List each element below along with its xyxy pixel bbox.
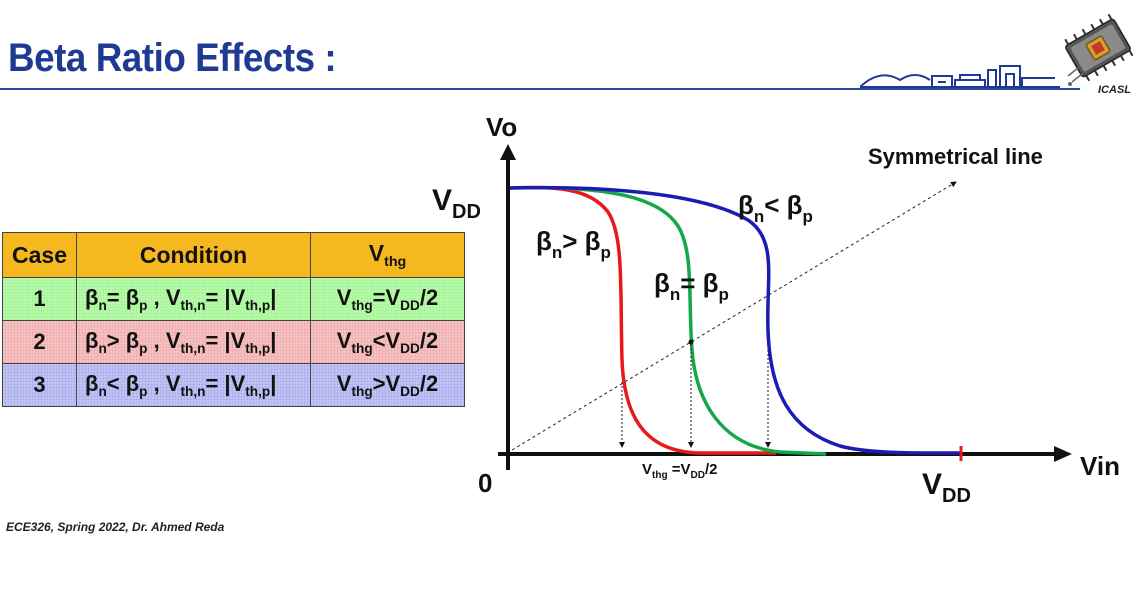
table-row: 2 βn> βp , Vth,n= |Vth,p| Vthg<VDD/2 [2,320,465,364]
beta-ratio-table: Case Condition Vthg 1 βn= βp , Vth,n= |V… [2,232,465,407]
intersection-dot [688,339,694,345]
header-case: Case [2,232,77,278]
y-axis-arrow-icon [500,144,516,160]
vthg-cell: Vthg=VDD/2 [310,277,465,321]
table-row: 1 βn= βp , Vth,n= |Vth,p| Vthg=VDD/2 [2,277,465,321]
condition-cell: βn> βp , Vth,n= |Vth,p| [76,320,311,364]
vdd-x-label: VDD [922,468,971,507]
table-header-row: Case Condition Vthg [2,232,465,278]
curve-beta-n-greater [509,185,776,455]
curve-label-beta-n-greater: βn> βp [536,226,611,262]
condition-cell: βn= βp , Vth,n= |Vth,p| [76,277,311,321]
x-axis-arrow-icon [1054,446,1072,462]
symmetrical-line-label: Symmetrical line [868,144,1043,169]
vthg-label: Vthg =VDD/2 [642,461,717,481]
vthg-cell: Vthg<VDD/2 [310,320,465,364]
curve-beta-n-less [509,185,961,455]
university-logo-icon [860,65,1060,88]
table-row: 3 βn< βp , Vth,n= |Vth,p| Vthg>VDD/2 [2,363,465,407]
title-divider [0,88,1080,90]
footer-text: ECE326, Spring 2022, Dr. Ahmed Reda [6,520,225,534]
case-number: 2 [2,320,77,364]
slide-title: Beta Ratio Effects : [8,36,337,80]
origin-label: 0 [478,468,492,498]
vdd-y-label: VDD [432,184,481,223]
header-condition: Condition [76,232,311,278]
vthg-cell: Vthg>VDD/2 [310,363,465,407]
curve-beta-n-equal [559,186,827,456]
x-axis-label: Vin [1080,451,1120,481]
condition-cell: βn< βp , Vth,n= |Vth,p| [76,363,311,407]
case-number: 3 [2,363,77,407]
header-vthg: Vthg [310,232,465,278]
logo-text: ICASL [1098,84,1131,96]
y-axis-label: Vo [486,112,517,142]
chip-logo-icon [1064,13,1134,86]
symmetrical-line [511,181,957,451]
